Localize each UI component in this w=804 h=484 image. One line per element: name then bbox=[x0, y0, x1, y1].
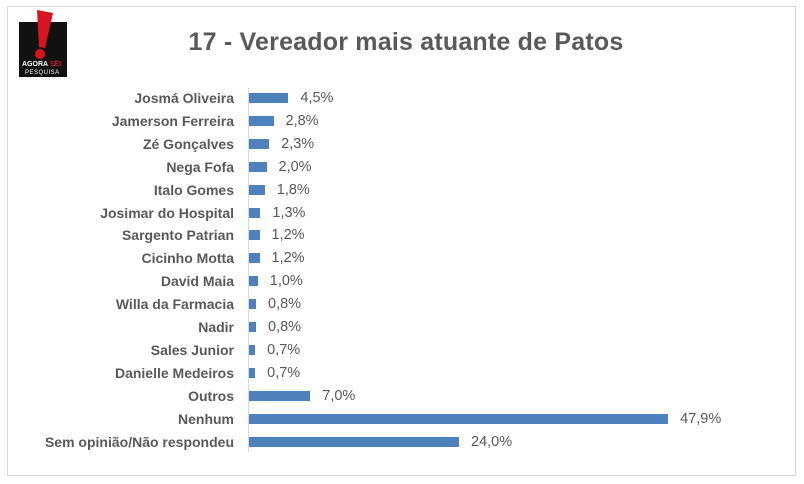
value-label: 47,9% bbox=[680, 410, 722, 427]
bar bbox=[249, 230, 260, 241]
value-label: 0,7% bbox=[267, 364, 301, 381]
value-label: 1,8% bbox=[276, 181, 310, 198]
value-label: 1,3% bbox=[272, 204, 306, 221]
category-label: Josmá Oliveira bbox=[134, 90, 234, 106]
bar bbox=[249, 184, 265, 195]
bar bbox=[249, 390, 311, 401]
category-label: Jamerson Ferreira bbox=[111, 112, 234, 129]
svg-text:SEI: SEI bbox=[50, 61, 61, 68]
bar-row: Sem opinião/Não respondeu 24,0% bbox=[0, 431, 804, 454]
category-label: Nadir bbox=[198, 319, 234, 335]
category-label: Zé Gonçalves bbox=[142, 135, 234, 152]
category-label: Cicinho Motta bbox=[141, 250, 234, 267]
bar-row: Nadir 0,8% bbox=[0, 316, 804, 339]
bar bbox=[249, 207, 261, 218]
bar bbox=[249, 276, 258, 287]
category-label: Willa da Farmacia bbox=[115, 296, 234, 313]
category-label: Italo Gomes bbox=[153, 181, 234, 198]
svg-text:AGORA: AGORA bbox=[22, 61, 48, 68]
bar-row: Sales Junior 0,7% bbox=[0, 339, 804, 362]
bar bbox=[249, 115, 274, 126]
exclamation-logo-icon: AGORA SEI PESQUISA bbox=[19, 10, 67, 77]
bar bbox=[249, 367, 256, 378]
category-label: Nega Fofa bbox=[166, 158, 234, 175]
category-label: Sem opinião/Não respondeu bbox=[44, 433, 234, 450]
category-axis-line bbox=[248, 88, 249, 452]
bar-row: David Maia 1,0% bbox=[0, 270, 804, 293]
value-label: 2,3% bbox=[281, 135, 315, 152]
bar bbox=[249, 344, 256, 355]
bar bbox=[249, 436, 459, 447]
bar bbox=[249, 138, 270, 149]
bar-row: Outros 7,0% bbox=[0, 385, 804, 408]
svg-text:PESQUISA: PESQUISA bbox=[25, 70, 60, 76]
bar bbox=[249, 299, 256, 310]
category-label: David Maia bbox=[160, 273, 234, 290]
category-label: Sargento Patrian bbox=[121, 227, 234, 244]
value-label: 7,0% bbox=[322, 387, 356, 404]
value-label: 1,2% bbox=[271, 227, 305, 244]
chart-title: 17 - Vereador mais atuante de Patos bbox=[188, 28, 624, 56]
value-label: 0,7% bbox=[267, 341, 301, 358]
bar bbox=[249, 161, 267, 172]
bar bbox=[249, 322, 256, 332]
category-label: Danielle Medeiros bbox=[114, 364, 234, 381]
bar-row: Jamerson Ferreira 2,8% bbox=[0, 110, 804, 133]
bar-row: Nenhum 47,9% bbox=[0, 408, 804, 431]
bar-row: Danielle Medeiros 0,7% bbox=[0, 362, 804, 385]
bar-row: Zé Gonçalves 2,3% bbox=[0, 133, 804, 156]
value-label: 24,0% bbox=[471, 433, 513, 450]
category-label: Outros bbox=[188, 387, 234, 404]
agora-sei-logo: AGORA SEI PESQUISA bbox=[19, 10, 67, 77]
bar-row: Josmá Oliveira 4,5% bbox=[0, 87, 804, 110]
value-label: 0,8% bbox=[268, 296, 302, 313]
bar bbox=[249, 93, 289, 103]
value-label: 2,0% bbox=[278, 158, 312, 175]
category-label: Nenhum bbox=[178, 410, 234, 427]
bar-row: Sargento Patrian 1,2% bbox=[0, 224, 804, 247]
chart-frame bbox=[7, 6, 796, 476]
bar-row: Willa da Farmacia 0,8% bbox=[0, 293, 804, 316]
bar-row: Nega Fofa 2,0% bbox=[0, 156, 804, 179]
bar-row: Italo Gomes 1,8% bbox=[0, 179, 804, 202]
value-label: 1,2% bbox=[271, 250, 305, 267]
bar-row: Cicinho Motta 1,2% bbox=[0, 247, 804, 270]
value-label: 0,8% bbox=[268, 319, 302, 335]
bar bbox=[249, 413, 669, 424]
bar-row: Josimar do Hospital 1,3% bbox=[0, 202, 804, 225]
category-label: Josimar do Hospital bbox=[100, 204, 234, 221]
value-label: 4,5% bbox=[300, 90, 334, 106]
bar bbox=[249, 253, 260, 264]
value-label: 1,0% bbox=[269, 273, 303, 290]
value-label: 2,8% bbox=[285, 112, 319, 129]
category-label: Sales Junior bbox=[150, 341, 234, 358]
